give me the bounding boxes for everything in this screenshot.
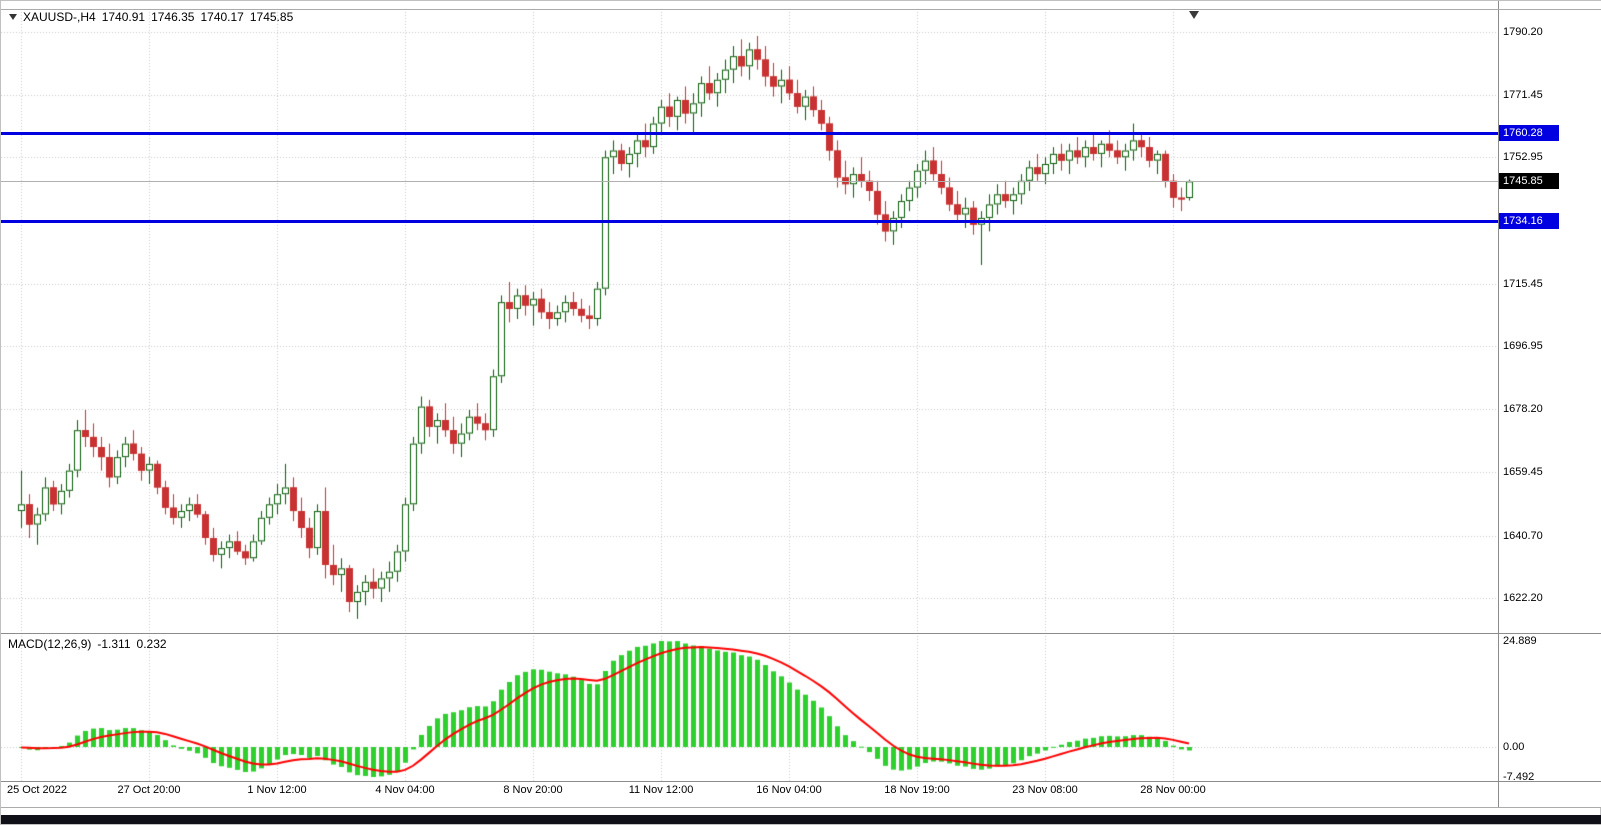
price-axis-label: 1790.20 xyxy=(1503,25,1543,38)
price-axis-label: 1640.70 xyxy=(1503,529,1543,542)
chart-top-border xyxy=(1,9,1601,10)
axis-separator xyxy=(1498,1,1499,807)
resistance-hline[interactable] xyxy=(1,131,1498,135)
time-axis-label: 18 Nov 19:00 xyxy=(884,784,950,796)
taskbar-strip[interactable] xyxy=(1,815,1601,824)
price-axis-label: 1678.20 xyxy=(1503,403,1543,416)
price-axis[interactable]: 1790.20 1771.45 1752.95 1715.45 1696.95 1678.… xyxy=(1498,1,1601,807)
price-axis-label: 1659.45 xyxy=(1503,466,1543,479)
ohlc-high: 1746.35 xyxy=(151,10,195,24)
time-axis-label: 16 Nov 04:00 xyxy=(756,784,822,796)
price-axis-label: 1715.45 xyxy=(1503,277,1543,290)
time-axis-label: 28 Nov 00:00 xyxy=(1140,784,1206,796)
macd-main-value: -1.311 xyxy=(97,637,131,651)
price-axis-label: 1622.20 xyxy=(1503,591,1543,604)
ohlc-low: 1740.17 xyxy=(200,10,244,24)
ohlc-open: 1740.91 xyxy=(101,10,146,24)
resistance-price-badge: 1760.28 xyxy=(1499,124,1559,141)
ohlc-close: 1745.85 xyxy=(249,10,294,24)
price-axis-label: 1771.45 xyxy=(1503,89,1543,102)
macd-label: MACD(12,26,9) -1.311 0.232 xyxy=(8,637,167,651)
chart-symbol-label: XAUUSD-,H4 xyxy=(23,10,96,24)
macd-signal-value: 0.232 xyxy=(136,637,167,651)
time-axis-label: 27 Oct 20:00 xyxy=(117,784,181,796)
time-axis-label: 25 Oct 2022 xyxy=(7,784,67,796)
chart-shift-marker-icon[interactable] xyxy=(1189,11,1199,19)
time-axis-label: 11 Nov 12:00 xyxy=(628,784,694,796)
chart-title: XAUUSD-,H4 1740.91 1746.35 1740.17 1745.… xyxy=(9,10,293,24)
support-hline[interactable] xyxy=(1,219,1498,223)
time-axis-label: 1 Nov 12:00 xyxy=(247,784,307,796)
window-bottom-border xyxy=(1,807,1601,808)
macd-axis-zero-label: 0.00 xyxy=(1503,741,1525,753)
current-price-line xyxy=(1,181,1498,182)
price-axis-label: 1752.95 xyxy=(1503,151,1543,164)
time-axis-separator xyxy=(1,781,1601,782)
current-price-badge: 1745.85 xyxy=(1499,173,1559,190)
price-axis-label: 1696.95 xyxy=(1503,340,1543,353)
macd-axis-min-label: -7.492 xyxy=(1503,771,1535,783)
time-axis-label: 8 Nov 20:00 xyxy=(503,784,563,796)
time-axis-label: 4 Nov 04:00 xyxy=(375,784,435,796)
time-axis-label: 23 Nov 08:00 xyxy=(1012,784,1078,796)
support-price-badge: 1734.16 xyxy=(1499,212,1559,229)
macd-name: MACD(12,26,9) xyxy=(8,637,92,651)
time-axis[interactable]: 25 Oct 2022 27 Oct 20:00 1 Nov 12:00 4 Nov … xyxy=(1,784,1498,804)
macd-pane-separator[interactable] xyxy=(1,633,1601,634)
price-chart-canvas[interactable] xyxy=(1,1,1498,807)
macd-axis-max-label: 24.889 xyxy=(1503,635,1537,647)
chart-marker-icon xyxy=(9,14,17,20)
